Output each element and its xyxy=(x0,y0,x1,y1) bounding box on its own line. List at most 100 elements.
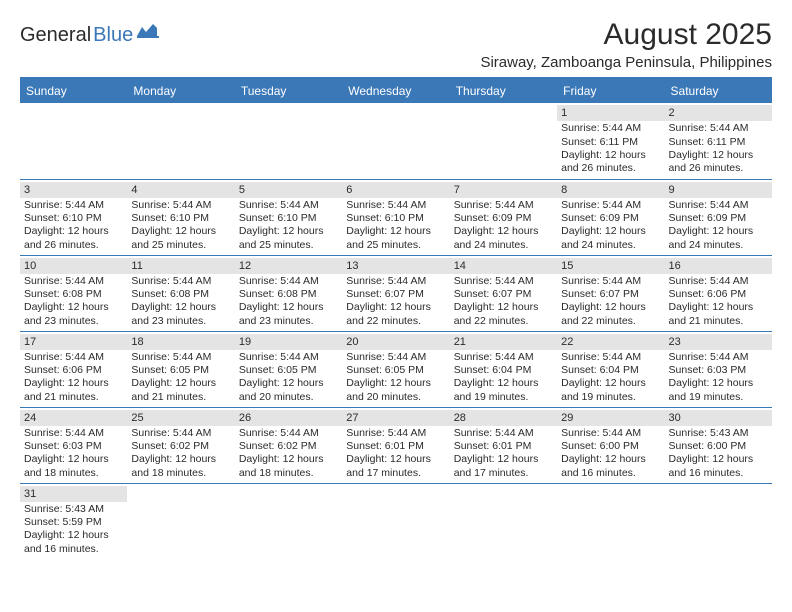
day-header: Monday xyxy=(127,79,234,103)
sunrise-text: Sunrise: 5:44 AM xyxy=(346,275,445,288)
daylight-text: Daylight: 12 hours and 24 minutes. xyxy=(454,225,553,252)
header: GeneralBlue August 2025 Siraway, Zamboan… xyxy=(20,18,772,71)
day-number: 8 xyxy=(557,182,664,198)
daylight-text: Daylight: 12 hours and 19 minutes. xyxy=(561,377,660,404)
day-number: 17 xyxy=(20,334,127,350)
calendar-table: Sunday Monday Tuesday Wednesday Thursday… xyxy=(20,79,772,559)
calendar-cell: 29Sunrise: 5:44 AMSunset: 6:00 PMDayligh… xyxy=(557,407,664,483)
sunrise-text: Sunrise: 5:43 AM xyxy=(669,427,768,440)
calendar-cell: 13Sunrise: 5:44 AMSunset: 6:07 PMDayligh… xyxy=(342,255,449,331)
sunset-text: Sunset: 6:05 PM xyxy=(239,364,338,377)
calendar-cell xyxy=(342,103,449,179)
sunrise-text: Sunrise: 5:44 AM xyxy=(239,275,338,288)
sunrise-text: Sunrise: 5:44 AM xyxy=(454,427,553,440)
calendar-cell xyxy=(127,103,234,179)
sunset-text: Sunset: 6:09 PM xyxy=(454,212,553,225)
sunset-text: Sunset: 6:10 PM xyxy=(239,212,338,225)
day-header: Friday xyxy=(557,79,664,103)
calendar-cell: 5Sunrise: 5:44 AMSunset: 6:10 PMDaylight… xyxy=(235,179,342,255)
calendar-cell: 17Sunrise: 5:44 AMSunset: 6:06 PMDayligh… xyxy=(20,331,127,407)
sunset-text: Sunset: 6:07 PM xyxy=(561,288,660,301)
calendar-row: 24Sunrise: 5:44 AMSunset: 6:03 PMDayligh… xyxy=(20,407,772,483)
calendar-cell: 21Sunrise: 5:44 AMSunset: 6:04 PMDayligh… xyxy=(450,331,557,407)
sunset-text: Sunset: 6:01 PM xyxy=(346,440,445,453)
sunrise-text: Sunrise: 5:44 AM xyxy=(131,351,230,364)
month-title: August 2025 xyxy=(480,18,772,52)
daylight-text: Daylight: 12 hours and 25 minutes. xyxy=(131,225,230,252)
day-number: 7 xyxy=(450,182,557,198)
sunrise-text: Sunrise: 5:44 AM xyxy=(561,199,660,212)
sunset-text: Sunset: 5:59 PM xyxy=(24,516,123,529)
calendar-cell xyxy=(450,103,557,179)
daylight-text: Daylight: 12 hours and 20 minutes. xyxy=(346,377,445,404)
daylight-text: Daylight: 12 hours and 22 minutes. xyxy=(346,301,445,328)
sunset-text: Sunset: 6:11 PM xyxy=(669,136,768,149)
day-number: 20 xyxy=(342,334,449,350)
calendar-cell: 16Sunrise: 5:44 AMSunset: 6:06 PMDayligh… xyxy=(665,255,772,331)
daylight-text: Daylight: 12 hours and 26 minutes. xyxy=(561,149,660,176)
daylight-text: Daylight: 12 hours and 19 minutes. xyxy=(669,377,768,404)
sunset-text: Sunset: 6:00 PM xyxy=(561,440,660,453)
sunrise-text: Sunrise: 5:44 AM xyxy=(669,199,768,212)
sunset-text: Sunset: 6:10 PM xyxy=(131,212,230,225)
day-number: 24 xyxy=(20,410,127,426)
sunrise-text: Sunrise: 5:44 AM xyxy=(346,427,445,440)
sunset-text: Sunset: 6:07 PM xyxy=(346,288,445,301)
day-number: 6 xyxy=(342,182,449,198)
calendar-cell: 24Sunrise: 5:44 AMSunset: 6:03 PMDayligh… xyxy=(20,407,127,483)
daylight-text: Daylight: 12 hours and 16 minutes. xyxy=(24,529,123,556)
day-number: 11 xyxy=(127,258,234,274)
sunrise-text: Sunrise: 5:44 AM xyxy=(24,427,123,440)
sunset-text: Sunset: 6:05 PM xyxy=(131,364,230,377)
sunset-text: Sunset: 6:10 PM xyxy=(346,212,445,225)
calendar-cell: 10Sunrise: 5:44 AMSunset: 6:08 PMDayligh… xyxy=(20,255,127,331)
logo: GeneralBlue xyxy=(20,18,159,47)
calendar-cell xyxy=(127,483,234,559)
calendar-cell xyxy=(235,103,342,179)
day-number: 1 xyxy=(557,105,664,121)
calendar-row: 3Sunrise: 5:44 AMSunset: 6:10 PMDaylight… xyxy=(20,179,772,255)
calendar-cell: 15Sunrise: 5:44 AMSunset: 6:07 PMDayligh… xyxy=(557,255,664,331)
sunrise-text: Sunrise: 5:44 AM xyxy=(561,427,660,440)
day-number: 26 xyxy=(235,410,342,426)
sunset-text: Sunset: 6:03 PM xyxy=(24,440,123,453)
calendar-cell: 28Sunrise: 5:44 AMSunset: 6:01 PMDayligh… xyxy=(450,407,557,483)
day-header: Thursday xyxy=(450,79,557,103)
daylight-text: Daylight: 12 hours and 18 minutes. xyxy=(239,453,338,480)
calendar-cell xyxy=(557,483,664,559)
sunset-text: Sunset: 6:06 PM xyxy=(669,288,768,301)
day-number: 31 xyxy=(20,486,127,502)
day-header: Sunday xyxy=(20,79,127,103)
calendar-cell: 9Sunrise: 5:44 AMSunset: 6:09 PMDaylight… xyxy=(665,179,772,255)
calendar-cell xyxy=(450,483,557,559)
calendar-cell: 11Sunrise: 5:44 AMSunset: 6:08 PMDayligh… xyxy=(127,255,234,331)
day-number: 28 xyxy=(450,410,557,426)
day-number: 3 xyxy=(20,182,127,198)
daylight-text: Daylight: 12 hours and 16 minutes. xyxy=(561,453,660,480)
day-number: 23 xyxy=(665,334,772,350)
sunset-text: Sunset: 6:07 PM xyxy=(454,288,553,301)
calendar-cell: 3Sunrise: 5:44 AMSunset: 6:10 PMDaylight… xyxy=(20,179,127,255)
sunrise-text: Sunrise: 5:44 AM xyxy=(131,199,230,212)
sunset-text: Sunset: 6:09 PM xyxy=(669,212,768,225)
sunrise-text: Sunrise: 5:44 AM xyxy=(24,351,123,364)
day-number: 15 xyxy=(557,258,664,274)
logo-text-blue: Blue xyxy=(93,24,133,47)
calendar-cell: 23Sunrise: 5:44 AMSunset: 6:03 PMDayligh… xyxy=(665,331,772,407)
calendar-cell xyxy=(20,103,127,179)
calendar-cell: 2Sunrise: 5:44 AMSunset: 6:11 PMDaylight… xyxy=(665,103,772,179)
sunrise-text: Sunrise: 5:44 AM xyxy=(131,275,230,288)
calendar-cell xyxy=(342,483,449,559)
daylight-text: Daylight: 12 hours and 23 minutes. xyxy=(239,301,338,328)
daylight-text: Daylight: 12 hours and 22 minutes. xyxy=(561,301,660,328)
calendar-cell: 27Sunrise: 5:44 AMSunset: 6:01 PMDayligh… xyxy=(342,407,449,483)
sunrise-text: Sunrise: 5:44 AM xyxy=(239,199,338,212)
calendar-cell xyxy=(235,483,342,559)
sunrise-text: Sunrise: 5:44 AM xyxy=(346,351,445,364)
logo-text-general: General xyxy=(20,24,91,47)
sunrise-text: Sunrise: 5:44 AM xyxy=(561,275,660,288)
sunrise-text: Sunrise: 5:44 AM xyxy=(131,427,230,440)
daylight-text: Daylight: 12 hours and 25 minutes. xyxy=(346,225,445,252)
sunset-text: Sunset: 6:04 PM xyxy=(454,364,553,377)
calendar-cell: 20Sunrise: 5:44 AMSunset: 6:05 PMDayligh… xyxy=(342,331,449,407)
